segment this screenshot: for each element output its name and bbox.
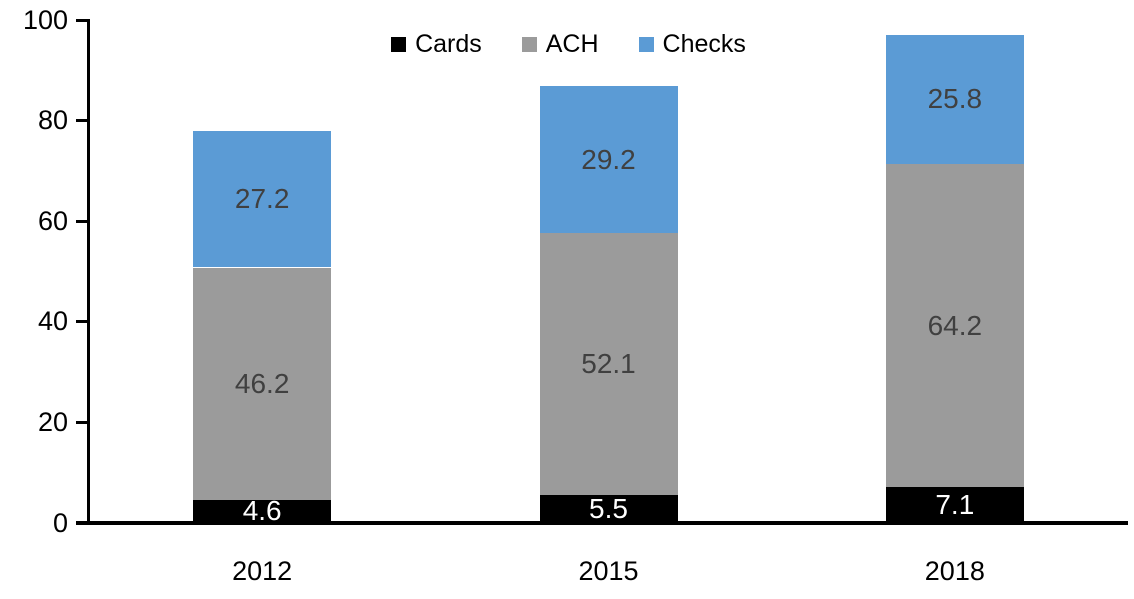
- y-axis-tick-label: 80: [37, 105, 68, 136]
- stacked-bar-2012: 4.6 46.2 27.2: [193, 130, 332, 527]
- data-label: 46.2: [234, 367, 290, 399]
- y-axis-tick-label: 100: [22, 4, 68, 35]
- data-label: 7.1: [935, 489, 975, 521]
- x-axis-category-label: 2015: [578, 556, 639, 586]
- legend-item-ach: ACH: [521, 30, 599, 58]
- y-axis-tick-label: 0: [52, 507, 68, 538]
- x-axis-category-label: 2012: [232, 556, 293, 586]
- bar-segment-ach: 64.2: [885, 164, 1024, 488]
- bar-segment-cards: 4.6: [193, 495, 332, 527]
- y-axis-tick: [76, 219, 89, 223]
- bar-segment-checks: 27.2: [193, 130, 332, 268]
- y-axis-tick-label: 60: [37, 205, 68, 236]
- data-label: 27.2: [234, 183, 290, 215]
- y-axis-line: [87, 19, 90, 525]
- y-axis-tick-label: 40: [37, 306, 68, 337]
- legend-swatch-icon: [638, 37, 654, 52]
- y-axis-tick: [76, 18, 89, 22]
- data-label: 4.6: [242, 495, 282, 527]
- data-label: 52.1: [581, 348, 636, 380]
- bar-segment-checks: 29.2: [539, 86, 678, 234]
- y-axis-tick: [76, 420, 89, 424]
- legend-item-cards: Cards: [391, 32, 482, 57]
- x-axis-category-label: 2018: [924, 556, 985, 586]
- stacked-bar-2018: 7.1 64.2 25.8: [885, 34, 1024, 523]
- stacked-bar-2015: 5.5 52.1 29.2: [539, 86, 678, 525]
- legend-label: ACH: [545, 30, 599, 58]
- y-axis-tick-label: 20: [37, 406, 68, 437]
- legend-swatch-icon: [521, 37, 537, 52]
- legend-label: Cards: [415, 30, 482, 58]
- data-label: 29.2: [581, 143, 636, 175]
- y-axis-tick: [76, 320, 89, 324]
- data-label: 25.8: [927, 83, 983, 115]
- bar-segment-cards: 5.5: [539, 493, 678, 525]
- legend-item-checks: Checks: [638, 30, 746, 58]
- plot-area: 4.6 46.2 27.2 5.5 52.1 29.2 7.1 64.2 25.8: [89, 20, 1128, 527]
- data-label: 64.2: [927, 309, 983, 341]
- y-axis-tick: [76, 119, 89, 123]
- x-axis-line: [76, 521, 1128, 525]
- data-label: 5.5: [589, 493, 628, 525]
- bar-segment-ach: 46.2: [193, 267, 332, 500]
- bar-segment-cards: 7.1: [885, 487, 1024, 523]
- bar-segment-ach: 52.1: [539, 233, 678, 496]
- bar-segment-checks: 25.8: [885, 34, 1024, 165]
- legend-label: Checks: [662, 30, 746, 58]
- legend-swatch-icon: [391, 37, 407, 52]
- chart-legend: Cards ACH Checks: [49, 32, 1088, 57]
